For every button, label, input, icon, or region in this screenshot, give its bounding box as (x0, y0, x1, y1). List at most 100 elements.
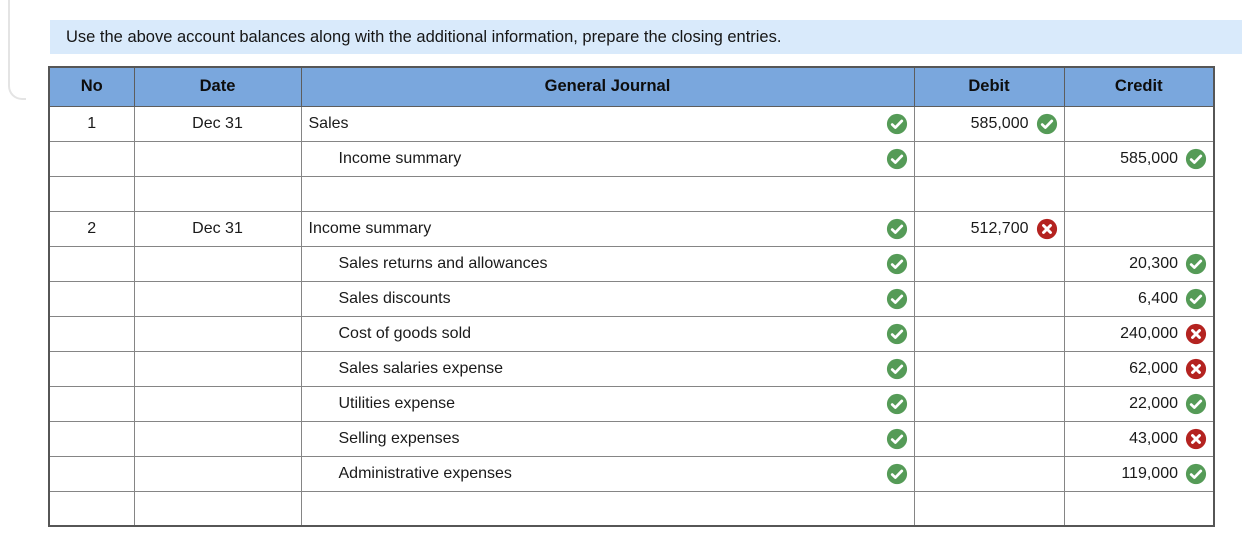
row-no-cell[interactable] (48, 140, 135, 177)
journal-entry-row: 2 Dec 31 Income summary 512,700 (48, 210, 1215, 247)
row-no-cell[interactable] (48, 350, 135, 387)
check-circle-icon (1185, 253, 1207, 275)
debit-amount-cell[interactable] (913, 420, 1065, 457)
instruction-banner: Use the above account balances along wit… (50, 20, 1242, 54)
credit-amount-cell[interactable] (1063, 105, 1215, 142)
journal-entry-row: Income summary 585,000 (48, 140, 1215, 177)
row-date-cell[interactable] (133, 280, 302, 317)
account-label: Income summary (308, 219, 432, 237)
account-label: Cost of goods sold (338, 324, 472, 342)
row-no-cell[interactable] (48, 490, 135, 527)
journal-account-cell[interactable]: Sales returns and allowances (300, 245, 915, 282)
journal-account-cell[interactable]: Utilities expense (300, 385, 915, 422)
journal-account-cell[interactable]: Income summary (300, 210, 915, 247)
check-circle-icon (886, 148, 908, 170)
row-no-cell[interactable] (48, 420, 135, 457)
journal-account-cell[interactable] (300, 175, 915, 212)
journal-account-cell[interactable]: Sales (300, 105, 915, 142)
account-label: Utilities expense (338, 394, 456, 412)
x-circle-icon (1185, 323, 1207, 345)
credit-amount-cell[interactable]: 240,000 (1063, 315, 1215, 352)
account-label: Selling expenses (338, 429, 460, 447)
row-date-cell[interactable]: Dec 31 (133, 210, 302, 247)
debit-amount-cell[interactable] (913, 350, 1065, 387)
journal-table-body: 1 Dec 31 Sales 585,000 Income summary 585,000… (48, 105, 1215, 527)
row-date-cell[interactable] (133, 175, 302, 212)
credit-value: 585,000 (1120, 149, 1178, 167)
credit-amount-cell[interactable] (1063, 210, 1215, 247)
journal-entry-row: Cost of goods sold 240,000 (48, 315, 1215, 352)
row-date-cell[interactable] (133, 420, 302, 457)
account-label: Sales (308, 114, 349, 132)
journal-account-cell[interactable]: Sales discounts (300, 280, 915, 317)
row-no-label: 2 (87, 219, 97, 237)
account-label: Income summary (338, 149, 462, 167)
journal-entry-row: Sales returns and allowances 20,300 (48, 245, 1215, 282)
credit-amount-cell[interactable]: 43,000 (1063, 420, 1215, 457)
credit-amount-cell[interactable] (1063, 490, 1215, 527)
row-no-cell[interactable] (48, 315, 135, 352)
check-circle-icon (886, 218, 908, 240)
journal-entry-row: 1 Dec 31 Sales 585,000 (48, 105, 1215, 142)
row-date-cell[interactable] (133, 245, 302, 282)
journal-account-cell[interactable]: Income summary (300, 140, 915, 177)
credit-value: 22,000 (1129, 394, 1178, 412)
row-date-cell[interactable] (133, 315, 302, 352)
credit-amount-cell[interactable] (1063, 175, 1215, 212)
journal-entry-row: Selling expenses 43,000 (48, 420, 1215, 457)
debit-amount-cell[interactable] (913, 175, 1065, 212)
check-circle-icon (1185, 148, 1207, 170)
x-circle-icon (1036, 218, 1058, 240)
row-date-cell[interactable] (133, 140, 302, 177)
credit-value: 43,000 (1129, 429, 1178, 447)
debit-amount-cell[interactable]: 512,700 (913, 210, 1065, 247)
table-header-row: No Date General Journal Debit Credit (48, 66, 1215, 107)
account-label: Sales salaries expense (338, 359, 504, 377)
debit-amount-cell[interactable]: 585,000 (913, 105, 1065, 142)
debit-value: 585,000 (970, 114, 1029, 132)
journal-account-cell[interactable]: Sales salaries expense (300, 350, 915, 387)
credit-amount-cell[interactable]: 20,300 (1063, 245, 1215, 282)
check-circle-icon (1185, 393, 1207, 415)
check-circle-icon (886, 323, 908, 345)
debit-amount-cell[interactable] (913, 490, 1065, 527)
row-no-cell[interactable] (48, 455, 135, 492)
journal-account-cell[interactable]: Selling expenses (300, 420, 915, 457)
credit-amount-cell[interactable]: 119,000 (1063, 455, 1215, 492)
debit-amount-cell[interactable] (913, 245, 1065, 282)
header-general-journal: General Journal (300, 66, 915, 107)
debit-value: 512,700 (970, 219, 1029, 237)
account-label: Administrative expenses (338, 464, 512, 482)
credit-amount-cell[interactable]: 6,400 (1063, 280, 1215, 317)
credit-amount-cell[interactable]: 22,000 (1063, 385, 1215, 422)
row-date-cell[interactable] (133, 385, 302, 422)
debit-amount-cell[interactable] (913, 315, 1065, 352)
row-date-label: Dec 31 (192, 219, 243, 237)
credit-amount-cell[interactable]: 62,000 (1063, 350, 1215, 387)
journal-entry-row (48, 490, 1215, 527)
row-date-cell[interactable] (133, 455, 302, 492)
account-label: Sales discounts (338, 289, 451, 307)
row-no-cell[interactable]: 2 (48, 210, 135, 247)
debit-amount-cell[interactable] (913, 140, 1065, 177)
credit-value: 240,000 (1120, 324, 1178, 342)
journal-account-cell[interactable] (300, 490, 915, 527)
row-no-cell[interactable] (48, 245, 135, 282)
row-no-cell[interactable]: 1 (48, 105, 135, 142)
check-circle-icon (886, 428, 908, 450)
debit-amount-cell[interactable] (913, 280, 1065, 317)
journal-account-cell[interactable]: Administrative expenses (300, 455, 915, 492)
debit-amount-cell[interactable] (913, 385, 1065, 422)
check-circle-icon (886, 253, 908, 275)
journal-account-cell[interactable]: Cost of goods sold (300, 315, 915, 352)
row-no-cell[interactable] (48, 280, 135, 317)
debit-amount-cell[interactable] (913, 455, 1065, 492)
row-date-cell[interactable] (133, 490, 302, 527)
row-no-cell[interactable] (48, 175, 135, 212)
header-debit: Debit (913, 66, 1065, 107)
credit-amount-cell[interactable]: 585,000 (1063, 140, 1215, 177)
header-date: Date (133, 66, 302, 107)
row-date-cell[interactable] (133, 350, 302, 387)
row-date-cell[interactable]: Dec 31 (133, 105, 302, 142)
row-no-cell[interactable] (48, 385, 135, 422)
